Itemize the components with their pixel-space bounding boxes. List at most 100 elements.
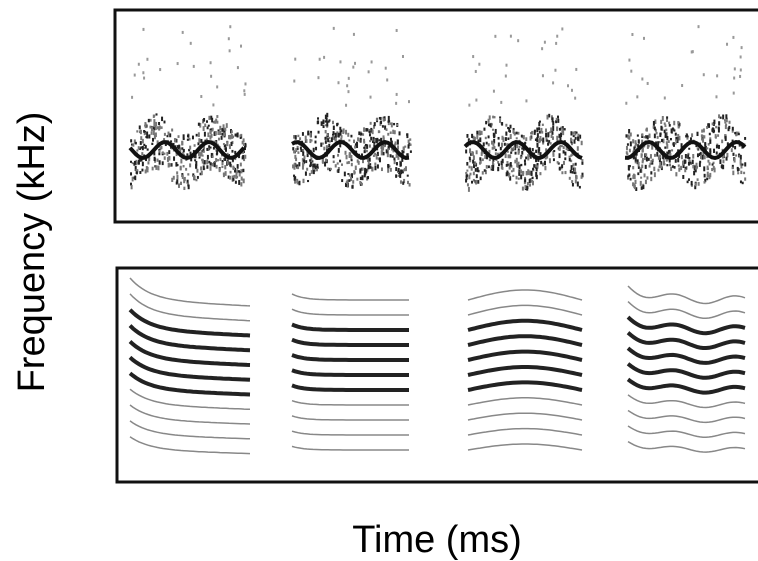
harmonic (291, 308, 409, 316)
noise-dot (659, 132, 662, 136)
noise-dot (482, 142, 485, 147)
noise-dot (244, 82, 247, 86)
noise-dot (202, 148, 205, 153)
noise-dot (653, 133, 656, 139)
noise-dot (571, 183, 574, 187)
noise-dot (716, 74, 719, 78)
noise-dot (168, 156, 171, 161)
noise-dot (648, 164, 651, 168)
noise-dot (163, 156, 166, 160)
noise-dot (493, 146, 496, 150)
noise-dot (540, 160, 543, 165)
noise-dot (549, 131, 552, 134)
noise-dot (155, 121, 158, 127)
noise-dot (197, 122, 200, 126)
noise-dot (650, 171, 653, 175)
noise-dot (524, 185, 527, 190)
noise-dot (339, 159, 342, 163)
noise-dot (544, 157, 547, 160)
noise-dot (176, 145, 179, 149)
noise-dot (744, 162, 747, 167)
noise-dot (704, 145, 707, 151)
noise-dot (682, 163, 685, 168)
noise-dot (399, 173, 402, 178)
noise-dot (669, 152, 672, 157)
noise-dot (409, 143, 412, 146)
noise-dot (212, 121, 215, 124)
noise-dot (192, 173, 195, 177)
noise-dot (550, 134, 553, 139)
noise-dot (173, 138, 176, 143)
noise-dot (369, 95, 372, 99)
noise-dot (572, 167, 575, 171)
noise-dot (497, 160, 500, 164)
noise-dot (707, 143, 710, 146)
noise-dot (664, 124, 667, 128)
noise-dot (536, 127, 539, 133)
noise-dot (524, 178, 527, 183)
noise-dot (668, 124, 671, 127)
noise-dot (731, 129, 734, 133)
noise-dot (195, 164, 198, 169)
noise-dot (519, 156, 522, 160)
noise-dot (574, 96, 577, 100)
noise-dot (666, 118, 669, 122)
noise-dot (574, 179, 577, 184)
noise-dot (147, 161, 150, 165)
noise-dot (703, 135, 706, 139)
noise-dot (342, 130, 345, 135)
noise-dot (632, 182, 635, 187)
noise-dot (680, 143, 683, 148)
noise-dot (478, 62, 481, 66)
noise-dot (359, 137, 362, 143)
noise-dot (676, 140, 679, 144)
noise-dot (504, 74, 507, 78)
noise-dot (389, 122, 392, 125)
noise-dot (387, 132, 390, 136)
noise-dot (731, 126, 734, 131)
noise-dot (370, 136, 373, 141)
noise-dot (192, 64, 195, 68)
noise-dot (739, 159, 742, 164)
noise-dot (177, 135, 180, 138)
noise-dot (564, 151, 567, 156)
noise-dot (472, 55, 475, 59)
noise-dot (309, 132, 312, 138)
noise-dot (739, 154, 742, 160)
noise-dot (321, 159, 324, 164)
noise-dot (647, 157, 650, 161)
noise-dot (496, 152, 499, 156)
noise-dot (508, 172, 511, 178)
noise-dot (370, 128, 373, 133)
noise-dot (310, 170, 313, 174)
noise-dot (626, 152, 629, 156)
noise-dot (221, 128, 224, 132)
noise-dot (352, 32, 355, 36)
noise-dot (509, 176, 512, 181)
noise-dot (401, 169, 404, 174)
harmonic (627, 394, 746, 409)
noise-dot (666, 164, 669, 167)
noise-dot (485, 141, 488, 145)
noise-dot (641, 147, 644, 153)
noise-dot (581, 172, 584, 178)
noise-dot (467, 138, 470, 142)
noise-dot (202, 165, 205, 171)
noise-dot (189, 41, 192, 45)
noise-dot (241, 156, 244, 160)
noise-dot (678, 167, 681, 172)
noise-dot (663, 163, 666, 166)
noise-dot (548, 158, 551, 164)
noise-dot (230, 133, 233, 137)
noise-dot (526, 182, 529, 186)
noise-dot (499, 116, 502, 119)
noise-dot (524, 162, 527, 166)
noise-dot (677, 158, 680, 163)
harmonic (627, 409, 746, 424)
noise-dot (395, 162, 398, 166)
noise-dot (302, 148, 305, 153)
noise-dot (340, 163, 343, 166)
harmonic (129, 388, 251, 411)
noise-dot (487, 118, 490, 123)
noise-dot (643, 173, 646, 178)
